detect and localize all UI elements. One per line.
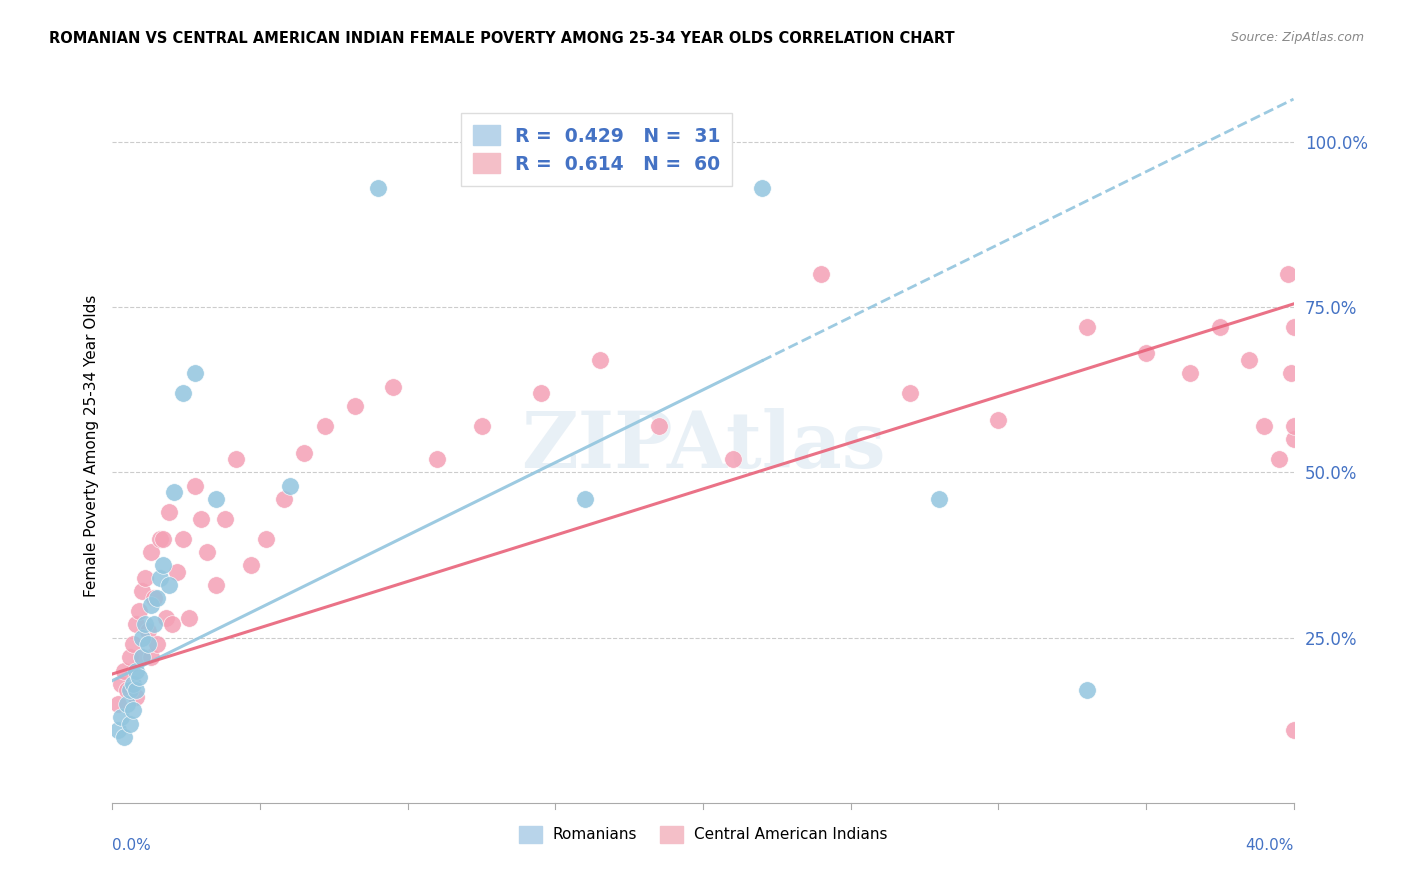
Point <box>179 611 201 625</box>
Point <box>898 386 921 401</box>
Point <box>139 545 162 559</box>
Point <box>195 545 218 559</box>
Point <box>382 379 405 393</box>
Point <box>128 604 150 618</box>
Point <box>112 730 135 744</box>
Point <box>225 452 247 467</box>
Point <box>721 452 744 467</box>
Point <box>184 367 207 381</box>
Point <box>160 617 183 632</box>
Point <box>134 571 156 585</box>
Point <box>426 452 449 467</box>
Point <box>134 617 156 632</box>
Point <box>254 532 277 546</box>
Point <box>1282 419 1305 434</box>
Point <box>1076 320 1098 334</box>
Point <box>120 683 142 698</box>
Text: 40.0%: 40.0% <box>1246 838 1294 854</box>
Point <box>1279 367 1302 381</box>
Point <box>1178 367 1201 381</box>
Point <box>128 670 150 684</box>
Point <box>120 716 142 731</box>
Point <box>1253 419 1275 434</box>
Point <box>157 505 180 519</box>
Point <box>122 677 145 691</box>
Point <box>470 419 494 434</box>
Point <box>314 419 336 434</box>
Point <box>987 412 1010 426</box>
Point <box>142 591 165 605</box>
Point <box>1076 683 1098 698</box>
Point <box>172 532 194 546</box>
Point <box>588 353 610 368</box>
Point <box>172 386 194 401</box>
Point <box>139 650 162 665</box>
Point <box>136 637 159 651</box>
Y-axis label: Female Poverty Among 25-34 Year Olds: Female Poverty Among 25-34 Year Olds <box>83 295 98 597</box>
Point <box>1282 433 1305 447</box>
Point <box>107 697 129 711</box>
Point <box>120 650 142 665</box>
Point <box>149 571 172 585</box>
Point <box>125 617 148 632</box>
Point <box>184 478 207 492</box>
Point <box>152 532 174 546</box>
Point <box>157 578 180 592</box>
Point <box>367 181 389 195</box>
Point <box>240 558 263 572</box>
Point <box>529 386 551 401</box>
Point <box>110 677 132 691</box>
Point <box>1208 320 1232 334</box>
Point <box>574 491 596 506</box>
Point <box>142 617 165 632</box>
Point <box>1282 320 1305 334</box>
Point <box>205 578 228 592</box>
Point <box>131 631 153 645</box>
Point <box>1239 353 1261 368</box>
Point <box>131 584 153 599</box>
Point <box>928 491 950 506</box>
Point <box>647 419 671 434</box>
Point <box>152 558 174 572</box>
Point <box>166 565 188 579</box>
Point <box>146 637 169 651</box>
Point <box>112 664 135 678</box>
Point <box>292 445 315 459</box>
Text: ZIPAtlas: ZIPAtlas <box>520 408 886 484</box>
Point <box>122 637 145 651</box>
Point <box>110 710 132 724</box>
Point <box>278 478 301 492</box>
Point <box>125 664 148 678</box>
Text: Source: ZipAtlas.com: Source: ZipAtlas.com <box>1230 31 1364 45</box>
Point <box>751 181 773 195</box>
Point <box>131 650 153 665</box>
Point <box>163 485 186 500</box>
Point <box>117 697 138 711</box>
Point <box>146 591 169 605</box>
Point <box>125 683 148 698</box>
Point <box>117 683 138 698</box>
Point <box>1268 452 1291 467</box>
Point <box>273 491 295 506</box>
Point <box>1135 346 1157 360</box>
Text: ROMANIAN VS CENTRAL AMERICAN INDIAN FEMALE POVERTY AMONG 25-34 YEAR OLDS CORRELA: ROMANIAN VS CENTRAL AMERICAN INDIAN FEMA… <box>49 31 955 46</box>
Point <box>190 511 212 525</box>
Point <box>122 703 145 717</box>
Point <box>139 598 162 612</box>
Point <box>343 400 366 414</box>
Point <box>136 624 159 638</box>
Point <box>1282 723 1305 738</box>
Legend: Romanians, Central American Indians: Romanians, Central American Indians <box>513 820 893 848</box>
Point <box>155 611 177 625</box>
Point <box>214 511 236 525</box>
Point <box>131 650 153 665</box>
Point <box>107 723 129 738</box>
Point <box>205 491 228 506</box>
Point <box>149 532 172 546</box>
Point <box>810 267 832 281</box>
Point <box>125 690 148 704</box>
Text: 0.0%: 0.0% <box>112 838 152 854</box>
Point <box>1277 267 1299 281</box>
